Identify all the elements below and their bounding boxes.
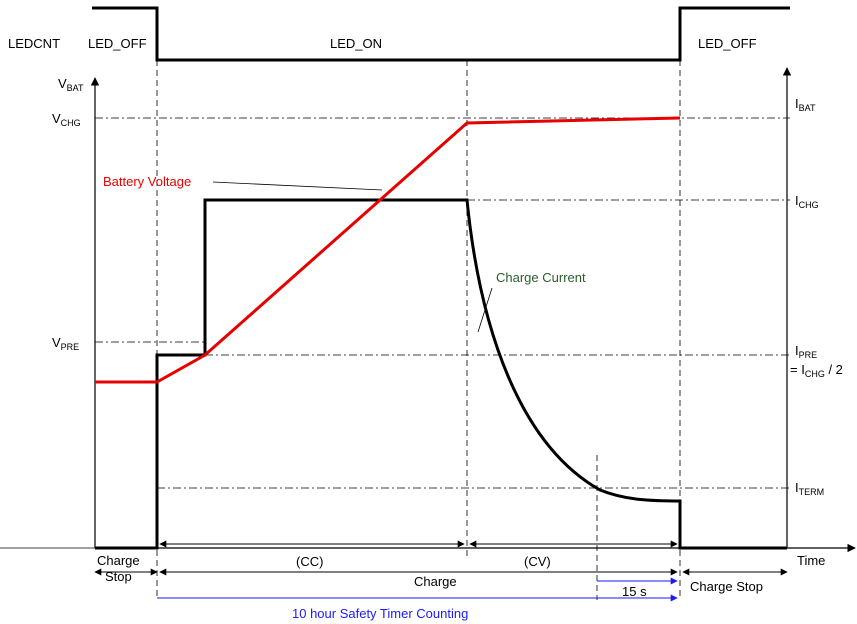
- ichg-label: ICHG: [795, 193, 819, 210]
- charge-current-leader: [477, 287, 493, 333]
- ipre-label: IPRE: [795, 343, 817, 360]
- iterm-label: ITERM: [795, 480, 824, 497]
- time-axis-label: Time: [797, 553, 825, 568]
- cc-phase-label: (CC): [296, 554, 323, 569]
- charge-stop-left-label-2: Stop: [105, 569, 132, 584]
- battery-voltage-label: Battery Voltage: [103, 174, 191, 189]
- ledcnt-label: LEDCNT: [8, 36, 60, 51]
- charge-stop-left-label-1: Charge: [97, 553, 140, 568]
- charge-stop-right-label: Charge Stop: [690, 579, 763, 594]
- ibat-axis-label: IBAT: [795, 96, 816, 113]
- led-off-left-label: LED_OFF: [88, 36, 147, 51]
- led-off-right-label: LED_OFF: [698, 36, 757, 51]
- safety-timer-label: 10 hour Safety Timer Counting: [292, 606, 468, 621]
- ipre-equation-label: = ICHG / 2: [790, 362, 843, 379]
- ledcnt-waveform: [92, 6, 790, 62]
- battery-voltage-curve: [95, 116, 681, 384]
- charge-current-label: Charge Current: [496, 270, 586, 285]
- charge-phase-label: Charge: [414, 574, 457, 589]
- vbat-axis-label: VBAT: [58, 76, 84, 93]
- battery-voltage-leader: [212, 181, 383, 191]
- cv-phase-label: (CV): [524, 554, 551, 569]
- charge-current-curve: [95, 198, 787, 550]
- level-dashdot-lines: [95, 117, 790, 489]
- vpre-label: VPRE: [52, 335, 79, 352]
- fifteen-s-label: 15 s: [622, 584, 647, 599]
- vchg-label: VCHG: [52, 111, 81, 128]
- led-on-label: LED_ON: [330, 36, 382, 51]
